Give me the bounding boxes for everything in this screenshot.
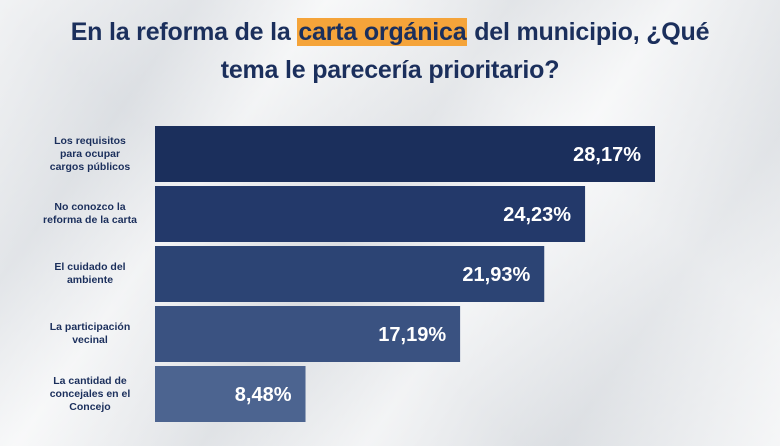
category-label-line: ambiente (66, 274, 114, 286)
bar-value-label-4: 17,19% (378, 324, 446, 346)
category-label-2: No conozco la reforma de la carta (30, 201, 150, 227)
category-label-line: reforma de la carta (43, 214, 137, 226)
bar-value-label-3: 21,93% (462, 264, 530, 286)
category-label-line: cargos públicos (49, 160, 131, 173)
bar-2 (155, 186, 586, 242)
bar-value-label-1: 28,17% (573, 144, 641, 166)
category-label-3: El cuidado del ambiente (30, 261, 150, 287)
bar-3 (155, 246, 545, 302)
title-line-2: tema le parecería prioritario? (220, 56, 560, 84)
category-label-line: La cantidad de (53, 374, 127, 387)
category-label-line: Los requisitos (54, 134, 126, 147)
bar-value-label-5: 8,48% (235, 384, 292, 406)
title-text-after: del municipio, ¿Qué (467, 18, 710, 46)
chart-title: En la reforma de la carta orgánica del m… (40, 13, 740, 89)
bar-4 (155, 306, 461, 362)
category-label-line: vecinal (72, 334, 108, 346)
bar-1 (155, 126, 655, 182)
category-label-line: concejales en el (49, 387, 131, 400)
title-text-before: En la reforma de la (70, 18, 298, 46)
category-label-line: La participación (49, 321, 131, 333)
category-label-5: La cantidad de concejales en el Concejo (30, 375, 150, 414)
bar-value-label-2: 24,23% (503, 204, 571, 226)
category-label-4: La participación vecinal (30, 321, 150, 347)
category-label-line: No conozco la (54, 201, 126, 213)
category-label-line: El cuidado del (54, 261, 126, 273)
bar-5 (155, 366, 306, 422)
category-label-line: para ocupar (59, 147, 121, 160)
title-highlight: carta orgánica (297, 18, 468, 46)
category-label-line: Concejo (69, 400, 111, 413)
category-label-1: Los requisitos para ocupar cargos públicos (30, 135, 150, 174)
